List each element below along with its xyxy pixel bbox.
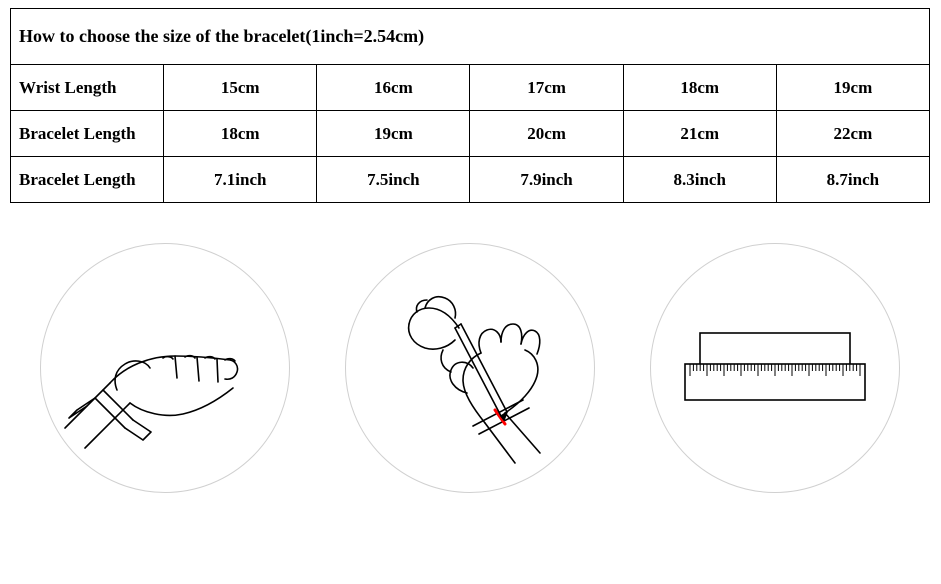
cell: 18cm bbox=[623, 65, 776, 111]
cell: 22cm bbox=[776, 111, 929, 157]
cell: 7.5inch bbox=[317, 157, 470, 203]
cell: 21cm bbox=[623, 111, 776, 157]
cell: 18cm bbox=[164, 111, 317, 157]
diagram-step-2 bbox=[345, 243, 595, 493]
hand-wrap-icon bbox=[55, 278, 275, 458]
row-label: Bracelet Length bbox=[11, 157, 164, 203]
cell: 19cm bbox=[776, 65, 929, 111]
instruction-diagrams bbox=[10, 243, 930, 493]
cell: 8.7inch bbox=[776, 157, 929, 203]
table-row: Wrist Length 15cm 16cm 17cm 18cm 19cm bbox=[11, 65, 930, 111]
cell: 20cm bbox=[470, 111, 623, 157]
cell: 19cm bbox=[317, 111, 470, 157]
cell: 16cm bbox=[317, 65, 470, 111]
cell: 8.3inch bbox=[623, 157, 776, 203]
ruler-icon bbox=[670, 308, 880, 428]
cell: 7.9inch bbox=[470, 157, 623, 203]
hand-mark-icon bbox=[355, 258, 585, 478]
table-title: How to choose the size of the bracelet(1… bbox=[11, 9, 930, 65]
table-row: Bracelet Length 7.1inch 7.5inch 7.9inch … bbox=[11, 157, 930, 203]
cell: 15cm bbox=[164, 65, 317, 111]
size-table: How to choose the size of the bracelet(1… bbox=[10, 8, 930, 203]
cell: 17cm bbox=[470, 65, 623, 111]
row-label: Bracelet Length bbox=[11, 111, 164, 157]
diagram-step-1 bbox=[40, 243, 290, 493]
row-label: Wrist Length bbox=[11, 65, 164, 111]
cell: 7.1inch bbox=[164, 157, 317, 203]
diagram-step-3 bbox=[650, 243, 900, 493]
table-row: Bracelet Length 18cm 19cm 20cm 21cm 22cm bbox=[11, 111, 930, 157]
